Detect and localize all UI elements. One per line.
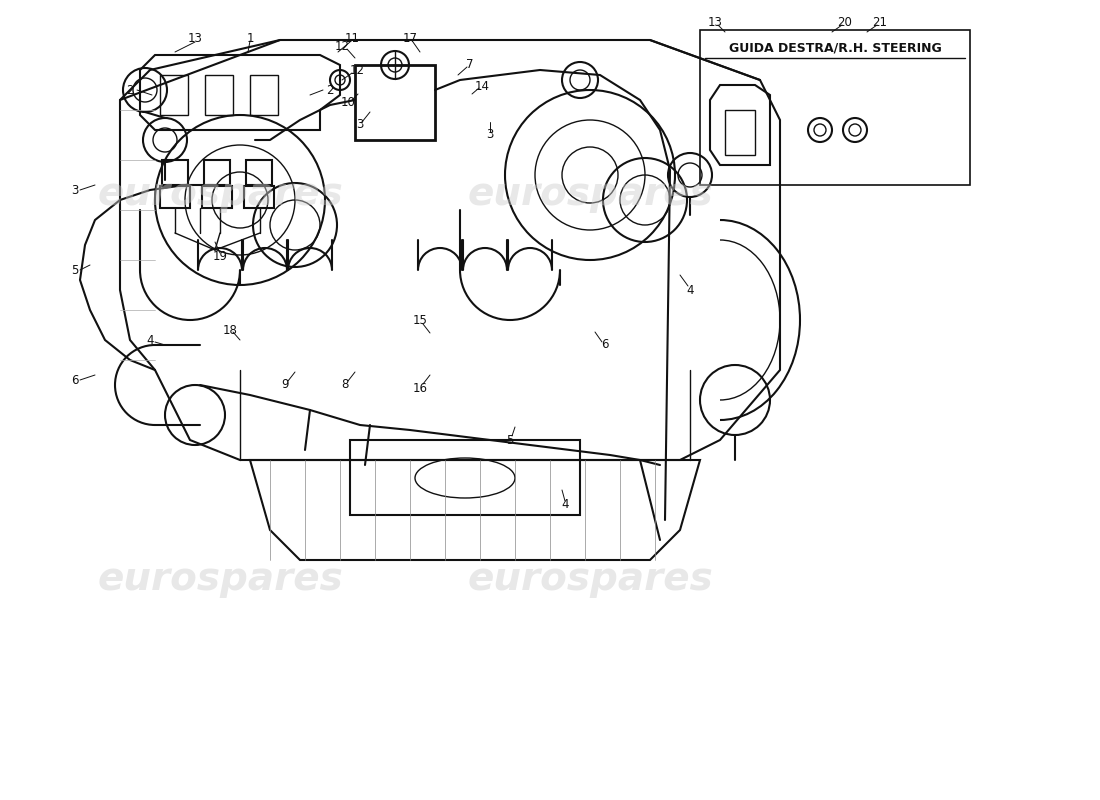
Text: 13: 13 xyxy=(707,15,723,29)
Text: 20: 20 xyxy=(837,15,852,29)
Bar xyxy=(250,75,278,115)
Bar xyxy=(355,65,434,140)
Text: 16: 16 xyxy=(412,382,428,394)
Bar xyxy=(725,110,755,155)
Text: 12: 12 xyxy=(350,63,364,77)
Text: 5: 5 xyxy=(72,263,79,277)
Text: 4: 4 xyxy=(146,334,154,346)
Text: 9: 9 xyxy=(282,378,288,391)
Bar xyxy=(246,160,272,185)
Text: eurospares: eurospares xyxy=(468,175,713,213)
Text: 3: 3 xyxy=(486,129,494,142)
Text: 17: 17 xyxy=(403,31,418,45)
Text: 7: 7 xyxy=(466,58,474,70)
Text: 14: 14 xyxy=(474,79,490,93)
Text: 6: 6 xyxy=(72,374,79,386)
Text: 10: 10 xyxy=(341,95,355,109)
Bar xyxy=(160,75,188,115)
Bar xyxy=(162,160,188,185)
Bar xyxy=(204,160,230,185)
Text: 3: 3 xyxy=(72,183,79,197)
Text: 1: 1 xyxy=(246,31,254,45)
Bar xyxy=(202,186,232,208)
Text: eurospares: eurospares xyxy=(97,175,343,213)
Bar xyxy=(244,186,274,208)
Text: 4: 4 xyxy=(686,283,694,297)
Bar xyxy=(205,75,233,115)
Text: 18: 18 xyxy=(222,323,238,337)
Text: 8: 8 xyxy=(341,378,349,391)
Text: 13: 13 xyxy=(188,31,202,45)
Bar xyxy=(350,440,580,515)
Text: 6: 6 xyxy=(602,338,608,351)
Text: GUIDA DESTRA/R.H. STEERING: GUIDA DESTRA/R.H. STEERING xyxy=(728,42,942,54)
Text: 4: 4 xyxy=(561,498,569,511)
Text: 2: 2 xyxy=(327,83,333,97)
Text: 3: 3 xyxy=(356,118,364,131)
Text: 2: 2 xyxy=(126,83,134,97)
Bar xyxy=(700,30,970,185)
Text: 12: 12 xyxy=(334,39,350,53)
Bar xyxy=(160,186,190,208)
Text: eurospares: eurospares xyxy=(468,560,713,598)
Text: eurospares: eurospares xyxy=(97,560,343,598)
Text: 21: 21 xyxy=(872,15,888,29)
Text: 5: 5 xyxy=(506,434,514,446)
Text: 15: 15 xyxy=(412,314,428,326)
Text: 11: 11 xyxy=(344,31,360,45)
Text: 19: 19 xyxy=(212,250,228,263)
